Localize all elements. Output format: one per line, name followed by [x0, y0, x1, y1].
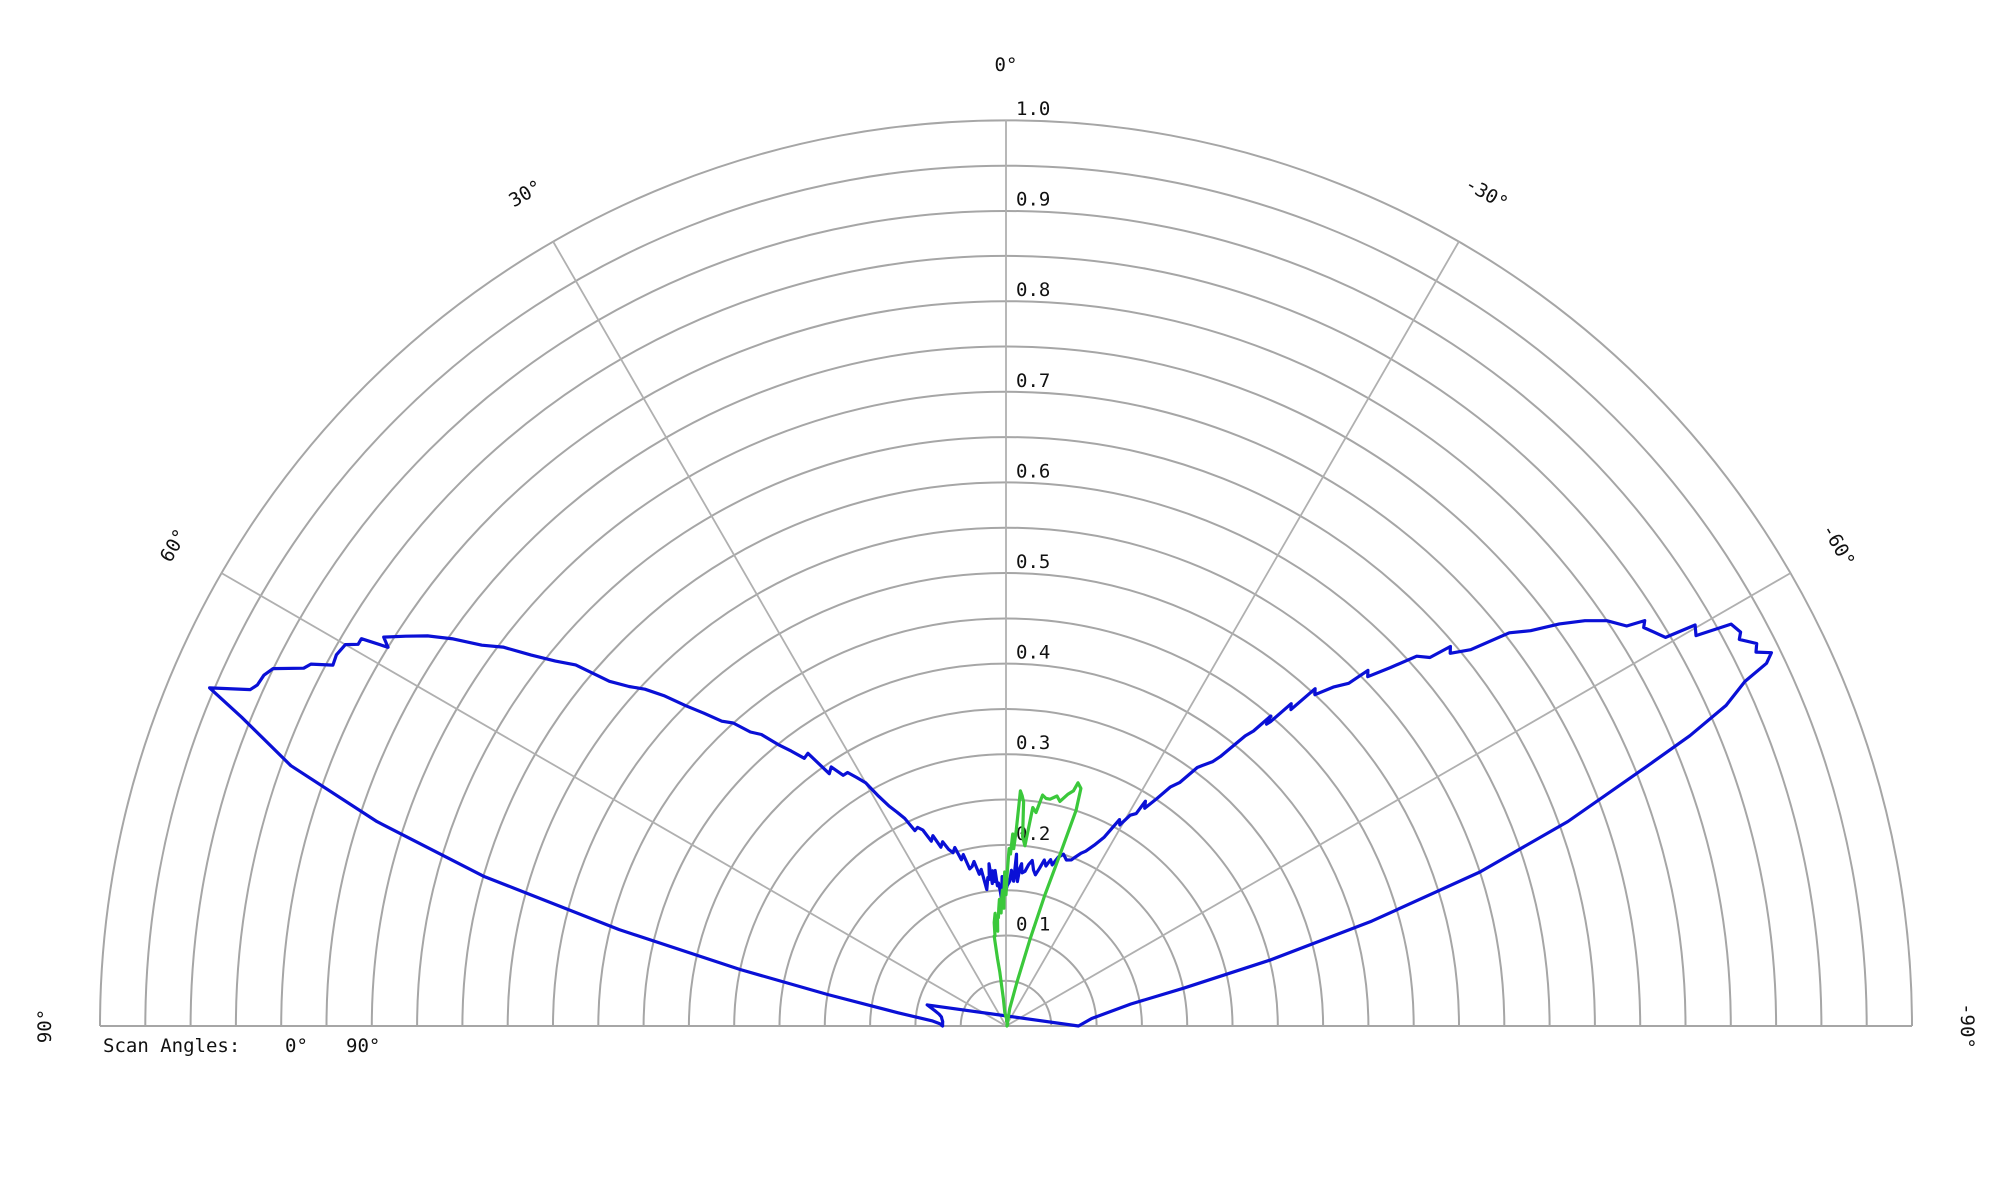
radial-tick-labels: 0.10.20.30.40.50.60.70.80.91.0	[1016, 98, 1050, 935]
angular-tick-label: 0°	[995, 54, 1018, 76]
angular-tick-label: 60°	[156, 525, 192, 566]
legend-entry-0-deg: 0°	[285, 1035, 308, 1057]
angular-gridline	[1005, 240, 1460, 1027]
angular-gridline	[552, 240, 1007, 1027]
angular-tick-label: -30°	[1461, 173, 1512, 215]
angular-tick-label: -60°	[1817, 520, 1859, 571]
radial-tick-label: 0.4	[1016, 642, 1050, 664]
radial-tick-label: 0.5	[1016, 551, 1050, 573]
radial-tick-label: 0.6	[1016, 460, 1050, 482]
radial-tick-label: 0.8	[1016, 279, 1050, 301]
data-series	[208, 619, 1773, 1028]
angular-tick-label: 90°	[34, 1009, 56, 1043]
series-line-90-deg	[992, 781, 1083, 1028]
legend-entry-90-deg: 90°	[346, 1035, 380, 1057]
legend: Scan Angles: 0° 90°	[103, 1035, 380, 1057]
radial-tick-label: 0.1	[1016, 913, 1050, 935]
angular-tick-label: 30°	[505, 176, 546, 212]
radial-tick-label: 1.0	[1016, 98, 1050, 120]
series-line-0-deg	[208, 619, 1773, 1028]
angular-tick-label: -90°	[1956, 1003, 1978, 1049]
angular-gridline	[1005, 572, 1792, 1027]
angular-gridline	[220, 572, 1007, 1027]
radial-tick-label: 0.3	[1016, 732, 1050, 754]
radial-tick-label: 0.9	[1016, 189, 1050, 211]
legend-title: Scan Angles:	[103, 1035, 240, 1057]
radial-tick-label: 0.7	[1016, 370, 1050, 392]
